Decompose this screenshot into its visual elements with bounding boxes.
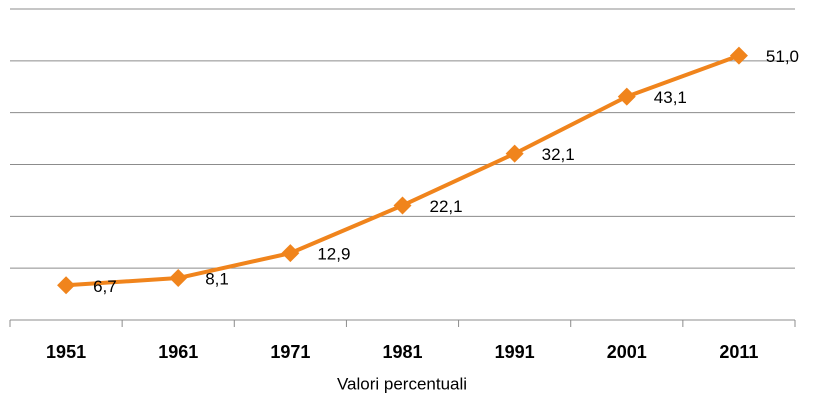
data-label: 6,7 bbox=[93, 277, 117, 296]
data-label: 43,1 bbox=[654, 88, 687, 107]
marker bbox=[57, 276, 76, 295]
data-label: 8,1 bbox=[205, 269, 229, 288]
data-label: 51,0 bbox=[766, 47, 799, 66]
marker bbox=[393, 196, 412, 215]
data-label: 22,1 bbox=[430, 197, 463, 216]
x-axis-label: Valori percentuali bbox=[337, 374, 467, 393]
data-label: 32,1 bbox=[542, 145, 575, 164]
x-tick-label: 2001 bbox=[607, 342, 647, 362]
marker bbox=[617, 87, 636, 106]
x-tick-label: 1991 bbox=[495, 342, 535, 362]
marker bbox=[169, 269, 188, 288]
x-tick-label: 1961 bbox=[158, 342, 198, 362]
x-tick-label: 2011 bbox=[719, 342, 758, 362]
x-tick-label: 1951 bbox=[46, 342, 86, 362]
marker bbox=[505, 144, 524, 163]
line bbox=[65, 53, 740, 288]
data-label: 12,9 bbox=[317, 245, 350, 264]
marker bbox=[729, 46, 748, 65]
x-tick-label: 1971 bbox=[270, 342, 310, 362]
marker bbox=[281, 244, 300, 263]
x-tick-label: 1981 bbox=[382, 342, 422, 362]
